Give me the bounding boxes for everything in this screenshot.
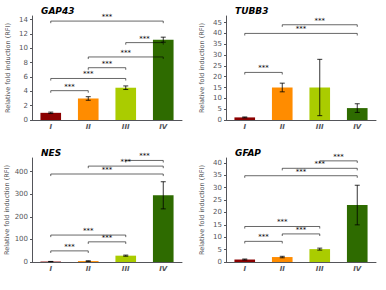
svg-text:***: *** <box>102 13 113 21</box>
svg-text:***: *** <box>296 25 307 33</box>
svg-text:II: II <box>280 123 286 131</box>
svg-text:***: *** <box>139 35 150 43</box>
svg-text:***: *** <box>333 153 344 161</box>
svg-text:I: I <box>49 123 52 131</box>
svg-text:IV: IV <box>159 265 168 273</box>
svg-text:GAP43: GAP43 <box>41 6 74 16</box>
svg-text:10: 10 <box>213 94 222 102</box>
svg-text:2: 2 <box>24 102 28 110</box>
svg-text:15: 15 <box>213 221 222 229</box>
svg-text:300: 300 <box>15 190 28 198</box>
svg-text:0: 0 <box>24 116 28 124</box>
svg-text:NES: NES <box>41 148 61 158</box>
svg-text:20: 20 <box>213 208 222 216</box>
svg-text:GFAP: GFAP <box>235 148 261 158</box>
svg-text:5: 5 <box>218 105 222 113</box>
svg-text:***: *** <box>296 168 307 176</box>
svg-text:40: 40 <box>213 29 222 37</box>
svg-text:6: 6 <box>24 73 29 81</box>
svg-text:100: 100 <box>15 235 28 243</box>
svg-text:IV: IV <box>159 123 168 131</box>
svg-text:TUBB3: TUBB3 <box>235 6 268 16</box>
svg-text:0: 0 <box>218 116 222 124</box>
svg-text:30: 30 <box>213 184 222 192</box>
svg-text:***: *** <box>64 83 75 91</box>
svg-text:40: 40 <box>213 159 222 167</box>
svg-text:25: 25 <box>213 196 222 204</box>
svg-text:***: *** <box>121 49 132 57</box>
svg-text:III: III <box>122 265 130 273</box>
svg-text:10: 10 <box>19 44 28 52</box>
svg-text:35: 35 <box>213 40 222 48</box>
svg-text:***: *** <box>258 64 269 72</box>
svg-text:IV: IV <box>353 123 362 131</box>
svg-text:Relative fold induction (RFI): Relative fold induction (RFI) <box>3 165 11 255</box>
svg-text:400: 400 <box>15 168 28 176</box>
svg-text:0: 0 <box>218 258 222 266</box>
svg-text:***: *** <box>139 152 150 160</box>
svg-text:0: 0 <box>24 258 28 266</box>
svg-text:Relative fold induction (RFI): Relative fold induction (RFI) <box>4 23 12 113</box>
svg-text:10: 10 <box>213 233 222 241</box>
svg-text:II: II <box>86 265 92 273</box>
svg-text:4: 4 <box>24 87 29 95</box>
svg-text:III: III <box>316 265 324 273</box>
svg-text:IV: IV <box>353 265 362 273</box>
svg-text:35: 35 <box>213 171 222 179</box>
svg-text:***: *** <box>277 218 288 226</box>
svg-text:III: III <box>122 123 130 131</box>
svg-text:***: *** <box>64 243 75 251</box>
svg-text:III: III <box>316 123 324 131</box>
svg-text:45: 45 <box>213 19 222 27</box>
svg-text:8: 8 <box>24 59 28 67</box>
svg-text:***: *** <box>296 226 307 234</box>
svg-text:I: I <box>243 265 246 273</box>
svg-text:25: 25 <box>213 62 222 70</box>
svg-text:II: II <box>86 123 92 131</box>
svg-text:***: *** <box>258 233 269 241</box>
svg-text:II: II <box>280 265 286 273</box>
svg-text:***: *** <box>83 227 94 235</box>
svg-text:200: 200 <box>15 213 28 221</box>
svg-text:I: I <box>243 123 246 131</box>
svg-text:15: 15 <box>213 84 222 92</box>
svg-text:I: I <box>49 265 52 273</box>
svg-text:***: *** <box>102 60 113 68</box>
svg-text:***: *** <box>315 17 326 25</box>
svg-text:Relative fold induction (RFI): Relative fold induction (RFI) <box>198 23 206 113</box>
svg-text:20: 20 <box>213 73 222 81</box>
svg-text:5: 5 <box>218 246 222 254</box>
svg-text:Relative fold induction (RFI): Relative fold induction (RFI) <box>198 165 206 255</box>
svg-text:30: 30 <box>213 51 222 59</box>
svg-text:14: 14 <box>19 16 28 24</box>
svg-text:***: *** <box>83 70 94 78</box>
svg-text:12: 12 <box>19 30 28 38</box>
svg-text:***: *** <box>102 166 113 174</box>
